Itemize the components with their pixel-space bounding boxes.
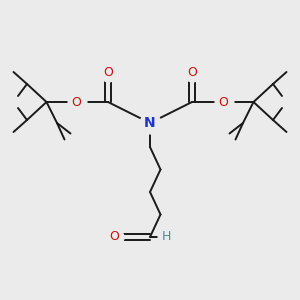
Text: O: O [72,95,81,109]
Text: O: O [103,65,113,79]
Text: H: H [162,230,171,244]
Text: O: O [109,230,119,244]
Text: N: N [144,116,156,130]
Text: O: O [219,95,228,109]
Text: O: O [187,65,197,79]
